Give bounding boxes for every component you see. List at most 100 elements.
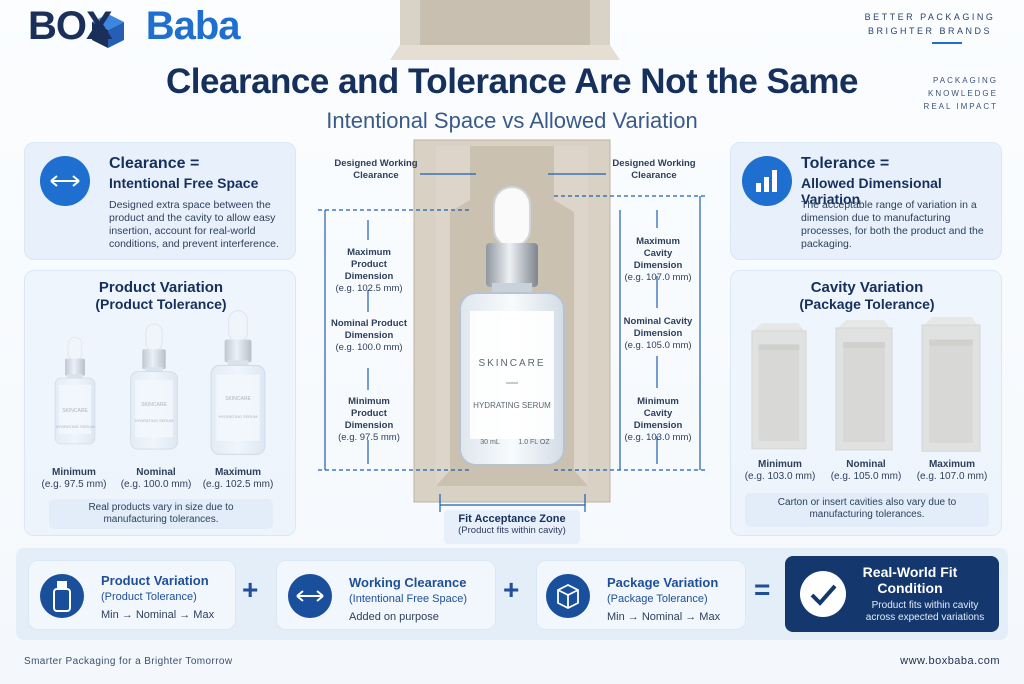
tagline-line: BRIGHTER BRANDS <box>867 26 992 36</box>
logo-cube <box>92 14 124 48</box>
clearance-icon <box>40 156 90 206</box>
logo-part2: Baba <box>145 4 241 48</box>
bottle-icon <box>40 574 84 618</box>
cavity-variation-card: Cavity Variation (Package Tolerance) Min… <box>730 270 1002 536</box>
product-variation-card: Product Variation (Product Tolerance) Mi… <box>24 270 296 536</box>
equation-card: Working Clearance (Intentional Free Spac… <box>276 560 496 630</box>
bottle-brand: SKINCARE <box>478 358 545 369</box>
dim-title: Minimum Product Dimension <box>344 396 394 431</box>
variation-item: Minimum (e.g. 103.0 mm) <box>737 459 823 483</box>
variation-item: Minimum (e.g. 97.5 mm) <box>31 467 117 491</box>
tolerance-subtitle: Allowed Dimensional Variation <box>801 175 942 207</box>
title: Clearance and Tolerance Are Not the Same <box>166 62 858 101</box>
equation-title: Package Variation <box>607 575 719 590</box>
bottle-product: HYDRATING SERUM <box>473 401 551 410</box>
dim-value: (e.g. 103.0 mm) <box>624 432 692 443</box>
operator: = <box>754 574 771 605</box>
dim-title: Nominal Cavity Dimension <box>623 316 693 339</box>
equation-text: Min → Nominal → Max <box>607 611 721 623</box>
side-tagline: PACKAGING KNOWLEDGE REAL IMPACT <box>890 74 998 113</box>
fit-zone: Fit Acceptance Zone (Product fits within… <box>444 510 580 544</box>
subtitle: Intentional Space vs Allowed Variation <box>326 108 698 133</box>
top-carton <box>390 0 620 60</box>
cavity-dim: Maximum Cavity Dimension (e.g. 107.0 mm) <box>622 236 694 284</box>
product-dim: Nominal Product Dimension (e.g. 100.0 mm) <box>330 318 408 354</box>
item-label: Minimum <box>52 467 96 478</box>
equation-subtitle: (Package Tolerance) <box>607 593 708 605</box>
check-icon <box>800 571 846 617</box>
product-variation-title: Product Variation <box>98 279 224 296</box>
fit-zone-title: Fit Acceptance Zone <box>458 513 566 525</box>
footer-left: Smarter Packaging for a Brighter Tomorro… <box>24 656 233 667</box>
cavity-variation-title: Cavity Variation <box>810 279 924 296</box>
dim-value: (e.g. 102.5 mm) <box>335 283 403 294</box>
product-variation-subtitle: (Product Tolerance) <box>95 296 227 312</box>
clearance-subtitle: Intentional Free Space <box>109 175 259 191</box>
tolerance-text: The acceptable range of variation in a d… <box>801 199 984 250</box>
cavity-dim: Minimum Cavity Dimension (e.g. 103.0 mm) <box>622 396 694 444</box>
result-title: Real-World Fit Condition <box>862 564 958 596</box>
dim-title: Maximum Product Dimension <box>344 247 394 282</box>
dim-title: Maximum Cavity Dimension <box>633 236 683 271</box>
cavity-dim: Nominal Cavity Dimension (e.g. 105.0 mm) <box>622 316 694 352</box>
item-value: (e.g. 97.5 mm) <box>41 479 107 490</box>
tolerance-card: Tolerance = Allowed Dimensional Variatio… <box>730 142 1002 260</box>
cavity-variation-subtitle: (Package Tolerance) <box>799 296 935 312</box>
box-icon <box>546 574 590 618</box>
item-value: (e.g. 100.0 mm) <box>120 479 192 490</box>
clearance-title: Clearance = <box>109 155 200 172</box>
clearance-text: Designed extra space between the product… <box>109 199 279 250</box>
operator: + <box>503 574 520 605</box>
side-tagline-line: KNOWLEDGE <box>927 89 998 98</box>
product-dim: Minimum Product Dimension (e.g. 97.5 mm) <box>330 396 408 444</box>
clearance-label: Designed Working Clearance <box>334 158 418 181</box>
variation-item: Maximum (e.g. 102.5 mm) <box>195 467 281 491</box>
variation-item: Nominal (e.g. 100.0 mm) <box>113 467 199 491</box>
dim-title: Minimum Cavity Dimension <box>633 396 683 431</box>
bottle-volume-oz: 1.0 FL OZ <box>518 439 550 446</box>
item-value: (e.g. 105.0 mm) <box>830 471 902 482</box>
variation-item: Maximum (e.g. 107.0 mm) <box>909 459 995 483</box>
dim-value: (e.g. 97.5 mm) <box>338 432 400 443</box>
item-label: Maximum <box>928 459 976 470</box>
tolerance-icon <box>742 156 792 206</box>
equation-card: Package Variation (Package Tolerance) Mi… <box>536 560 746 630</box>
dim-title: Nominal Product Dimension <box>330 318 407 341</box>
bottle-volume: 30 mL <box>480 439 500 446</box>
tagline: BETTER PACKAGING BRIGHTER BRANDS <box>840 10 1020 38</box>
dim-value: (e.g. 100.0 mm) <box>335 342 403 353</box>
equation-subtitle: (Intentional Free Space) <box>349 593 468 605</box>
cavity-variation-note: Carton or insert cavities also vary due … <box>745 493 989 527</box>
dimension-lines <box>318 173 706 512</box>
footer-right: www.boxbaba.com <box>900 655 1000 667</box>
product-variation-note: Real products vary in size due to manufa… <box>49 499 273 529</box>
logo-part1: BOX <box>28 4 113 48</box>
equation-title: Product Variation <box>101 573 209 588</box>
result-card: Real-World Fit Condition Product fits wi… <box>785 556 999 632</box>
side-tagline-line: PACKAGING <box>933 76 998 85</box>
clearance-card: Clearance = Intentional Free Space Desig… <box>24 142 296 260</box>
arrows-icon <box>288 574 332 618</box>
equation-title: Working Clearance <box>349 575 467 590</box>
tolerance-title: Tolerance = <box>801 155 890 172</box>
equation-text: Min → Nominal → Max <box>101 609 215 621</box>
equation-text: Added on purpose <box>349 611 439 623</box>
clearance-label: Designed Working Clearance <box>612 158 696 181</box>
item-label: Maximum <box>214 467 262 478</box>
logo: BOX Baba <box>28 4 240 49</box>
side-tagline-line: REAL IMPACT <box>923 102 998 111</box>
item-label: Nominal <box>136 467 176 478</box>
result-text: Product fits within cavity across expect… <box>865 600 985 623</box>
equation-subtitle: (Product Tolerance) <box>101 591 197 603</box>
tagline-line: BETTER PACKAGING <box>864 12 996 22</box>
fit-zone-subtitle: (Product fits within cavity) <box>458 525 566 536</box>
item-value: (e.g. 102.5 mm) <box>202 479 274 490</box>
variation-item: Nominal (e.g. 105.0 mm) <box>823 459 909 483</box>
equation-card: Product Variation (Product Tolerance) Mi… <box>28 560 236 630</box>
center-carton <box>413 139 611 503</box>
dim-value: (e.g. 107.0 mm) <box>624 272 692 283</box>
item-value: (e.g. 107.0 mm) <box>916 471 988 482</box>
